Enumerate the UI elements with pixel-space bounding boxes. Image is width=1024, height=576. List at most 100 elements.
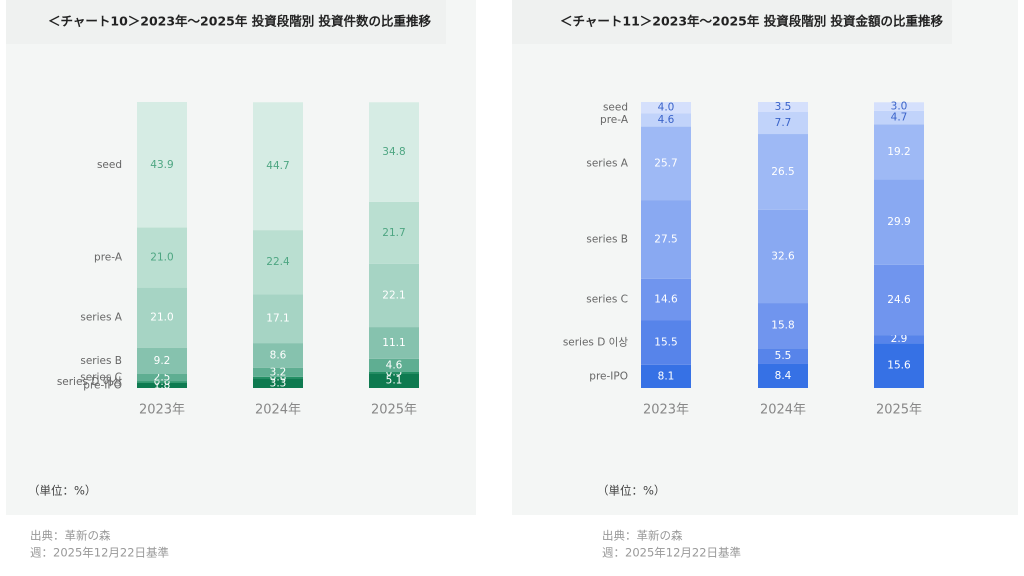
data-label: 2.5 bbox=[154, 372, 171, 384]
data-label: 5.1 bbox=[386, 375, 403, 387]
bar-segment bbox=[758, 134, 808, 210]
bar-segment bbox=[253, 102, 303, 231]
bar-segment bbox=[874, 179, 924, 265]
bar-segment bbox=[758, 348, 808, 364]
legend-label: series D 이상 bbox=[57, 376, 123, 388]
x-tick-label: 2024年 bbox=[760, 403, 806, 418]
unit-label: （単位：%） bbox=[597, 484, 665, 498]
data-label: 4.6 bbox=[658, 114, 675, 126]
data-label: 15.8 bbox=[771, 320, 794, 332]
bar-segment bbox=[758, 102, 808, 113]
chart-title: ＜チャート11＞2023年～2025年 投資段階別 投資金額の比重推移 bbox=[560, 14, 944, 29]
bar-segment bbox=[874, 110, 924, 125]
data-label: 24.6 bbox=[887, 294, 911, 306]
bar-segment bbox=[641, 126, 691, 201]
title-box bbox=[512, 0, 952, 44]
legend-label: pre-IPO bbox=[83, 379, 122, 391]
chart-title: ＜チャート10＞2023年～2025年 投資段階別 投資件数の比重推移 bbox=[48, 14, 432, 29]
legend-label: series A bbox=[586, 157, 628, 169]
bar-segment bbox=[874, 102, 924, 111]
data-label: 17.1 bbox=[266, 313, 289, 325]
data-label: 3.2 bbox=[270, 366, 287, 378]
bar-segment bbox=[641, 102, 691, 114]
legend-label: series D 이상 bbox=[563, 337, 629, 349]
bar-segment bbox=[369, 327, 419, 359]
bar-segment bbox=[137, 381, 187, 383]
bar-segment bbox=[137, 102, 187, 228]
bar-segment bbox=[253, 376, 303, 379]
data-label: 8.4 bbox=[775, 370, 792, 382]
data-label: 5.5 bbox=[775, 350, 792, 362]
data-label: 21.0 bbox=[150, 252, 173, 264]
data-label: 2.9 bbox=[891, 333, 908, 345]
bar-segment bbox=[137, 347, 187, 374]
data-label: 32.6 bbox=[771, 250, 795, 262]
bar-segment bbox=[369, 263, 419, 328]
bar-segment bbox=[137, 287, 187, 348]
data-label: 26.5 bbox=[771, 166, 794, 178]
bar-segment bbox=[369, 358, 419, 372]
source-label: 出典：革新の森 bbox=[30, 529, 111, 543]
bar-segment bbox=[253, 343, 303, 368]
x-tick-label: 2025年 bbox=[371, 403, 417, 418]
data-label: 34.8 bbox=[382, 146, 405, 158]
data-label: 3.3 bbox=[270, 377, 287, 389]
data-label: 4.0 bbox=[658, 102, 675, 114]
legend-label: pre-A bbox=[600, 114, 629, 126]
bar-segment bbox=[369, 373, 419, 388]
data-label: 15.6 bbox=[887, 360, 911, 372]
x-tick-label: 2023年 bbox=[139, 403, 185, 418]
data-label: 14.6 bbox=[654, 294, 678, 306]
legend-label: pre-IPO bbox=[589, 370, 628, 382]
title-box bbox=[6, 0, 446, 44]
legend-label: pre-A bbox=[94, 252, 123, 264]
bar-segment bbox=[253, 230, 303, 295]
data-label: 19.2 bbox=[887, 146, 910, 158]
bar-segment bbox=[874, 335, 924, 344]
legend-label: series B bbox=[586, 233, 628, 245]
data-label: 21.0 bbox=[150, 312, 173, 324]
bar-segment bbox=[874, 264, 924, 336]
legend-label: series A bbox=[80, 312, 122, 324]
bar-segment bbox=[641, 200, 691, 279]
data-label: 7.7 bbox=[775, 117, 792, 129]
x-tick-label: 2025年 bbox=[876, 403, 922, 418]
data-label: 22.4 bbox=[266, 256, 290, 268]
unit-label: （単位：%） bbox=[28, 484, 96, 498]
bar-segment bbox=[758, 209, 808, 304]
data-label: 11.1 bbox=[382, 337, 405, 349]
data-label: 15.5 bbox=[654, 337, 677, 349]
data-label: 21.7 bbox=[382, 227, 405, 239]
x-tick-label: 2023年 bbox=[643, 403, 689, 418]
bar-segment bbox=[758, 363, 808, 388]
data-label: 43.9 bbox=[150, 159, 173, 171]
bar-segment bbox=[874, 124, 924, 180]
bar-segment bbox=[253, 367, 303, 377]
legend-label: series C bbox=[586, 294, 628, 306]
data-label: 3.0 bbox=[891, 101, 908, 113]
legend-label: series C bbox=[80, 372, 122, 384]
data-label: 25.7 bbox=[654, 157, 677, 169]
bar-segment bbox=[641, 278, 691, 321]
bar-segment bbox=[369, 201, 419, 264]
data-label: 4.7 bbox=[891, 112, 908, 124]
bar-segment bbox=[641, 320, 691, 365]
legend-label: seed bbox=[603, 102, 628, 114]
x-tick-label: 2024年 bbox=[255, 403, 301, 418]
note-label: 週：2025年12月22日基準 bbox=[602, 546, 741, 560]
bar-segment bbox=[253, 378, 303, 388]
data-label: 3.5 bbox=[775, 101, 792, 113]
bar-segment bbox=[641, 364, 691, 388]
data-label: 27.5 bbox=[654, 233, 677, 245]
bar-segment bbox=[369, 102, 419, 202]
bar-segment bbox=[758, 303, 808, 349]
bar-segment bbox=[758, 112, 808, 135]
bar-segment bbox=[253, 294, 303, 344]
bar-segment bbox=[137, 227, 187, 288]
data-label: 4.6 bbox=[386, 359, 403, 371]
bar-segment bbox=[137, 382, 187, 388]
legend-label: seed bbox=[97, 159, 122, 171]
data-label: 9.2 bbox=[154, 355, 171, 367]
source-label: 出典：革新の森 bbox=[602, 529, 683, 543]
data-label: 44.7 bbox=[266, 160, 289, 172]
